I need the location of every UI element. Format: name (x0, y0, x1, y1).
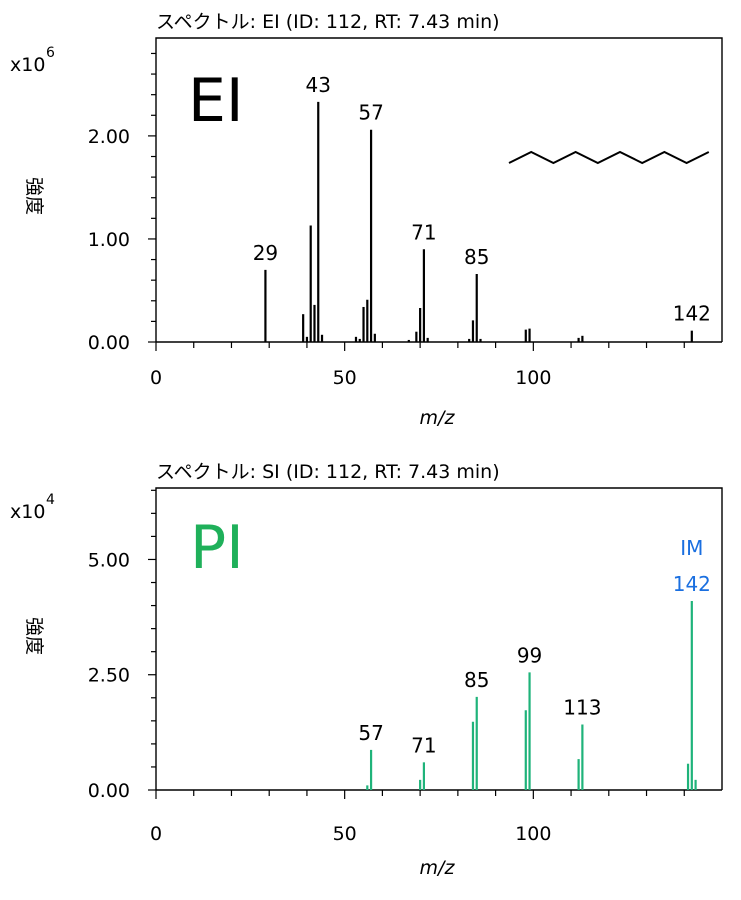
peak-label-99: 99 (517, 643, 542, 667)
peak-label-85: 85 (464, 668, 489, 692)
peak-label-85: 85 (464, 245, 489, 269)
peak-label-29: 29 (253, 241, 278, 265)
molecular-ion-annotation: IM (680, 536, 703, 560)
y-tick-label: 5.00 (88, 549, 130, 571)
scale-factor: x10 (10, 501, 45, 523)
peak-label-43: 43 (306, 73, 331, 97)
y-tick-label: 1.00 (88, 229, 130, 251)
panel-mode-label: PI (190, 513, 244, 583)
panel-mode-label: EI (188, 66, 244, 136)
decane-structure (508, 150, 710, 165)
y-axis-label: 強度 (23, 617, 45, 655)
x-tick-label: 0 (150, 367, 162, 389)
x-tick-label: 50 (333, 367, 357, 389)
y-tick-label: 0.00 (88, 780, 130, 802)
y-axis-label: 強度 (23, 177, 45, 215)
plot-frame (155, 37, 723, 342)
x-tick-label: 50 (333, 823, 357, 845)
peak-label-113: 113 (563, 696, 601, 720)
x-tick-label: 0 (150, 823, 162, 845)
chart-title: スペクトル: EI (ID: 112, RT: 7.43 min) (156, 11, 500, 33)
chart-title: スペクトル: SI (ID: 112, RT: 7.43 min) (156, 461, 500, 483)
peak-label-57: 57 (358, 101, 383, 125)
x-axis-label: m/z (420, 857, 456, 879)
y-tick-label: 0.00 (88, 332, 130, 354)
peak-label-142: 142 (673, 572, 711, 596)
scale-factor: x10 (10, 54, 45, 76)
peak-label-71: 71 (411, 220, 436, 244)
x-tick-label: 100 (515, 823, 551, 845)
scale-exponent: 6 (46, 45, 55, 61)
peak-label-71: 71 (411, 733, 436, 757)
peak-label-57: 57 (358, 721, 383, 745)
peak-label-142: 142 (673, 302, 711, 326)
y-tick-label: 2.50 (88, 665, 130, 687)
x-tick-label: 100 (515, 367, 551, 389)
plot-frame (155, 487, 723, 790)
y-tick-label: 2.00 (88, 126, 130, 148)
x-axis-label: m/z (420, 407, 456, 429)
scale-exponent: 4 (46, 492, 55, 508)
